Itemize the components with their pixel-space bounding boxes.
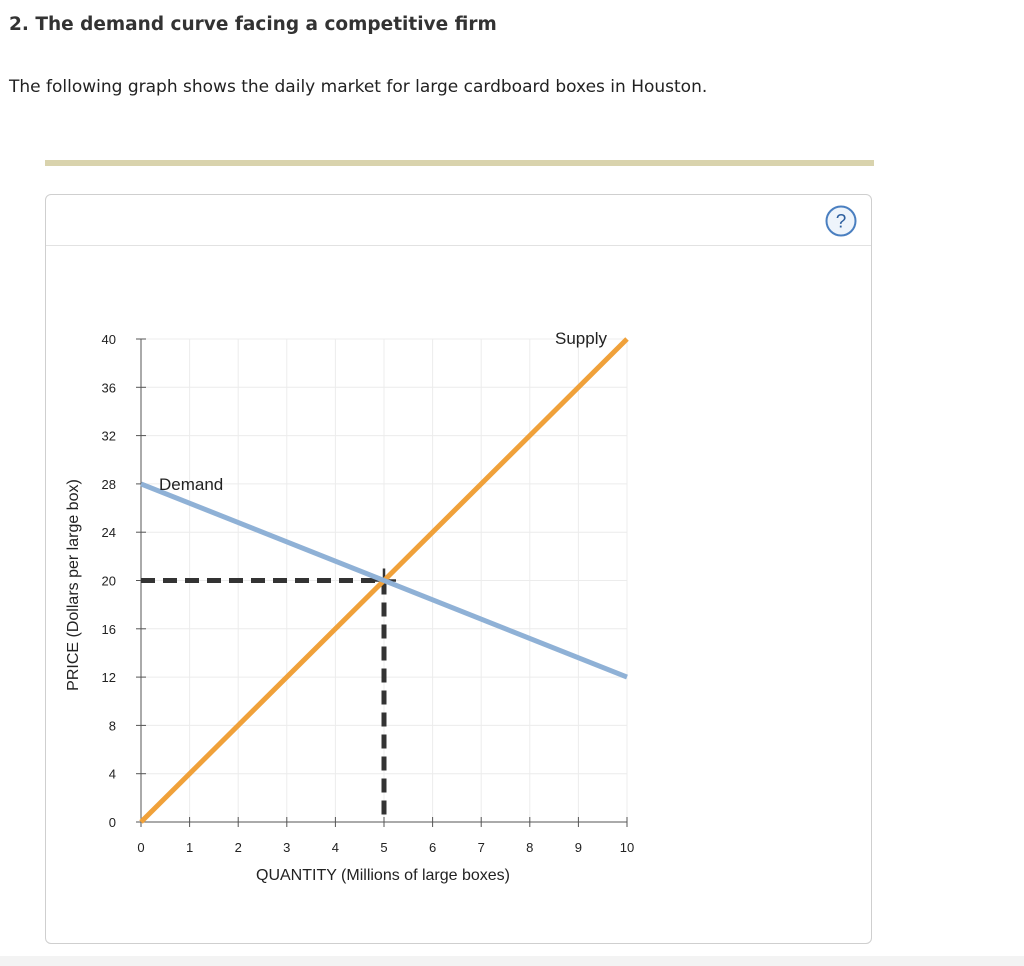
x-tick-label: 10 [620,840,634,855]
curves: Supply Demand [139,329,629,824]
y-axis-label: PRICE (Dollars per large box) [65,479,82,691]
footer-strip [0,956,1024,966]
section-divider [45,160,874,166]
y-tick-label: 12 [102,670,116,685]
y-tick-label: 36 [102,380,116,395]
panel-header-divider [46,245,871,246]
x-tick-label: 4 [332,840,339,855]
x-axis-label: QUANTITY (Millions of large boxes) [256,867,510,884]
demand-curve [140,481,628,680]
y-tick-label: 32 [102,429,116,444]
x-tick-label: 8 [526,840,533,855]
y-tick-label: 40 [102,332,116,347]
x-tick-label: 7 [478,840,485,855]
y-tick-label: 16 [102,622,116,637]
y-tick-label: 20 [102,574,116,589]
supply-label: Supply [555,329,607,348]
x-tick-label: 9 [575,840,582,855]
grid-lines [141,338,628,822]
axis-labels: QUANTITY (Millions of large boxes) PRICE… [65,479,510,884]
x-tick-label: 1 [186,840,193,855]
x-tick-label: 6 [429,840,436,855]
y-tick-label: 0 [109,815,116,830]
question-title: 2. The demand curve facing a competitive… [9,14,497,35]
x-tick-label: 5 [380,840,387,855]
demand-label: Demand [159,475,223,494]
y-tick-label: 4 [109,767,116,782]
question-text: The following graph shows the daily mark… [9,77,708,97]
y-tick-label: 24 [102,525,116,540]
y-tick-label: 28 [102,477,116,492]
question-mark-icon[interactable]: ? [825,205,857,237]
x-tick-label: 3 [283,840,290,855]
x-tick-label: 2 [235,840,242,855]
graph-panel: ? [45,194,872,944]
svg-text:?: ? [836,212,847,233]
y-tick-label: 8 [109,718,116,733]
x-tick-label: 0 [137,840,144,855]
